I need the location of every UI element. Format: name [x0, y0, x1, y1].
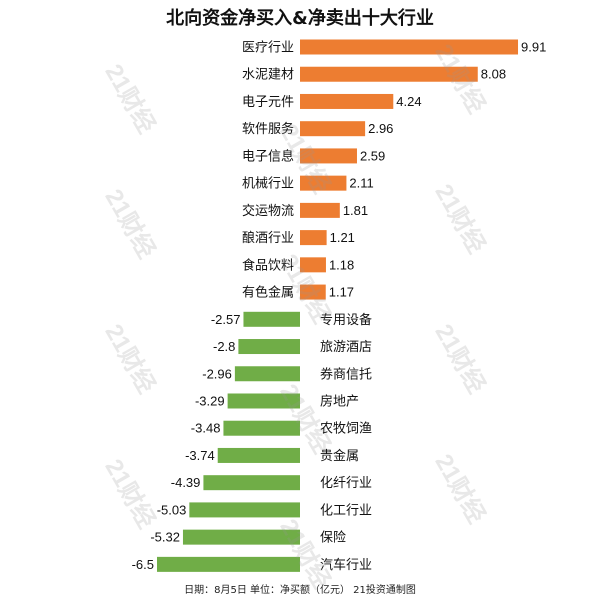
category-label: 券商信托: [320, 366, 372, 381]
category-label: 汽车行业: [320, 557, 372, 572]
chart-title: 北向资金净买入&净卖出十大行业: [166, 8, 434, 29]
category-label: 机械行业: [242, 176, 294, 191]
bar: [300, 39, 519, 55]
value-label: -2.96: [202, 366, 232, 381]
value-label: -4.39: [171, 475, 201, 490]
category-label: 有色金属: [242, 285, 294, 300]
category-label: 旅游酒店: [320, 339, 372, 354]
value-label: 1.81: [343, 203, 368, 218]
category-label: 交运物流: [242, 203, 294, 218]
value-label: 2.11: [349, 176, 373, 191]
category-label: 化工行业: [320, 502, 372, 517]
value-label: -5.03: [157, 502, 187, 517]
bar: [243, 311, 300, 327]
bar: [300, 230, 327, 246]
bar: [300, 66, 478, 82]
value-label: 1.18: [329, 257, 354, 272]
category-label: 化纤行业: [320, 475, 372, 490]
bar: [182, 529, 300, 545]
value-label: -3.29: [195, 393, 225, 408]
bar: [238, 339, 300, 355]
bar: [234, 366, 300, 382]
bar: [300, 175, 347, 191]
bar: [300, 93, 394, 109]
value-label: -2.57: [211, 312, 241, 327]
value-label: 1.17: [329, 285, 354, 300]
category-label: 电子元件: [242, 94, 294, 109]
bar: [217, 447, 300, 463]
value-label: -3.48: [191, 421, 221, 436]
value-label: 9.91: [521, 40, 546, 55]
category-label: 医疗行业: [242, 40, 294, 55]
bar: [189, 502, 300, 518]
value-label: 4.24: [396, 94, 421, 109]
bar: [300, 257, 326, 273]
bar: [157, 556, 300, 572]
category-label: 专用设备: [320, 312, 372, 327]
value-label: 1.21: [330, 230, 355, 245]
category-label: 农牧饲渔: [320, 421, 372, 436]
value-label: -3.74: [185, 448, 215, 463]
category-label: 保险: [320, 530, 346, 545]
value-label: -6.5: [132, 557, 154, 572]
category-label: 食品饮料: [242, 257, 294, 272]
value-label: -5.32: [150, 530, 180, 545]
bar: [203, 475, 300, 491]
bar: [227, 393, 300, 409]
category-label: 软件服务: [242, 121, 294, 136]
category-label: 水泥建材: [242, 67, 294, 82]
footer-note: 日期：8月5日 单位：净买额（亿元） 21投资通制图: [184, 585, 416, 596]
bar: [300, 284, 326, 300]
bar: [223, 420, 300, 436]
value-label: 2.59: [360, 148, 385, 163]
value-label: 2.96: [368, 121, 393, 136]
bar: [300, 202, 340, 218]
category-label: 贵金属: [320, 448, 359, 463]
value-label: -2.8: [213, 339, 235, 354]
category-label: 酿酒行业: [242, 230, 294, 245]
value-label: 8.08: [481, 67, 506, 82]
bar: [300, 148, 357, 164]
bar: [300, 121, 366, 137]
category-label: 电子信息: [242, 148, 294, 163]
category-label: 房地产: [320, 393, 359, 408]
